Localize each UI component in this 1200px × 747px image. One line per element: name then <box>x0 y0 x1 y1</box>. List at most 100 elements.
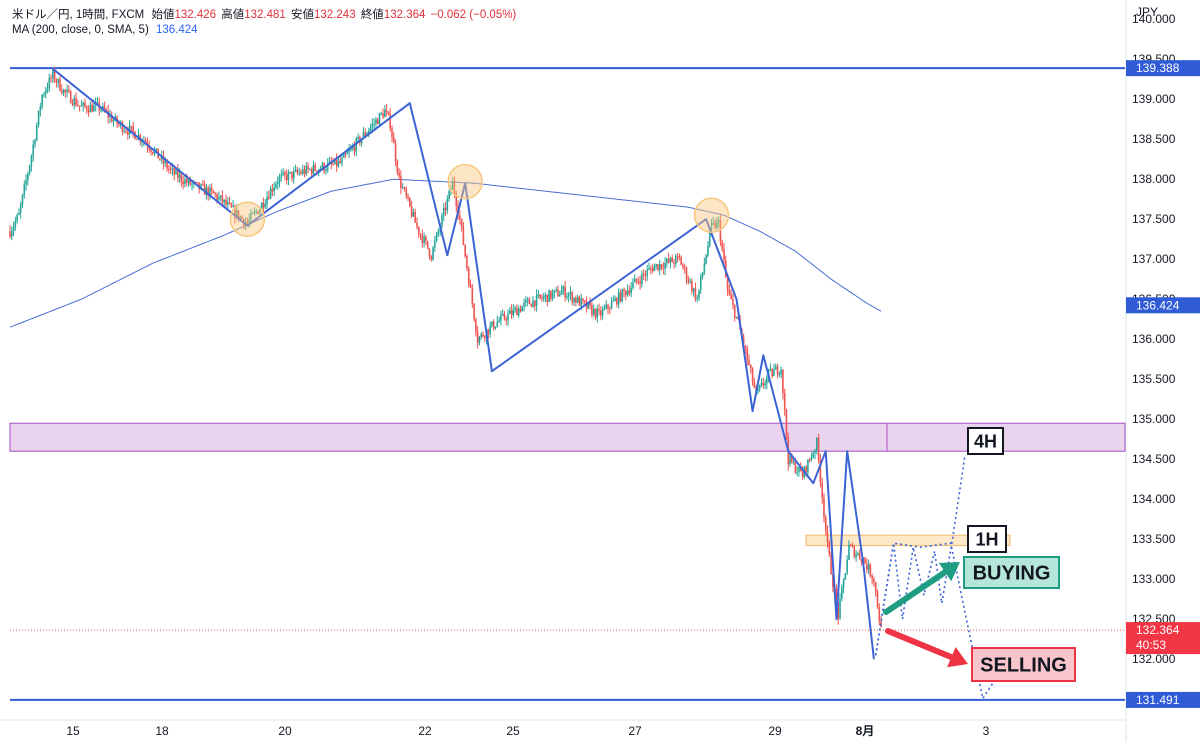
level-price-label: 139.388 <box>1136 61 1180 75</box>
candle-body <box>421 234 424 244</box>
candle-body <box>375 119 377 124</box>
candle-body <box>189 179 192 185</box>
candle-body <box>378 113 381 125</box>
candle-body <box>334 158 336 164</box>
candle-body <box>176 169 179 178</box>
candle-body <box>871 576 873 580</box>
candle-body <box>135 139 138 141</box>
zone-4h[interactable] <box>9 422 1126 452</box>
candle-body <box>184 179 186 185</box>
open-value: 132.426 <box>174 9 217 21</box>
ohlc-header: 米ドル／円, 1時間, FXCM 始値132.426 高値132.481 安値1… <box>12 6 516 22</box>
candle-body <box>769 368 772 371</box>
candle-body <box>673 262 675 264</box>
candle-body <box>64 89 67 92</box>
candle-body <box>826 530 829 543</box>
candle-body <box>596 309 599 318</box>
candle-body <box>794 461 797 473</box>
high-value: 132.481 <box>244 9 286 21</box>
candle-body <box>844 572 847 580</box>
candle-body <box>566 296 568 298</box>
marked-point-circle[interactable] <box>447 163 483 200</box>
candle-body <box>744 346 747 349</box>
candle-body <box>27 173 29 181</box>
candle-body <box>168 168 170 170</box>
candle-body <box>514 307 516 310</box>
candle-body <box>400 176 402 188</box>
candle-body <box>326 163 329 170</box>
candle-body <box>143 140 145 142</box>
buying-arrow[interactable] <box>883 569 949 615</box>
candle-body <box>564 286 566 298</box>
selling-arrow[interactable] <box>885 628 955 661</box>
buying-arrow-head <box>938 562 960 582</box>
marked-point-circle[interactable] <box>229 201 266 237</box>
candle-body <box>771 368 773 377</box>
candle-body <box>309 169 311 171</box>
annotation-buying-label: BUYING <box>973 563 1051 585</box>
candle-body <box>232 206 234 208</box>
level-price-tag <box>1126 691 1200 708</box>
candle-body <box>216 193 218 200</box>
candle-body <box>842 579 845 588</box>
candle-body <box>628 290 631 294</box>
candle-body <box>14 221 17 227</box>
candle-body <box>82 102 84 106</box>
swing-zigzag-line[interactable] <box>52 68 875 660</box>
candle-body <box>37 110 40 126</box>
candle-body <box>289 171 292 173</box>
candle-body <box>271 188 274 192</box>
candle-body <box>639 281 641 284</box>
candle-body <box>223 199 225 203</box>
candle-body <box>816 437 818 451</box>
candle-body <box>62 89 65 94</box>
candle-body <box>139 134 142 142</box>
candle-body <box>180 174 183 182</box>
zone-1h[interactable] <box>805 534 1011 547</box>
candle-body <box>621 289 624 302</box>
scenario-sell-path[interactable] <box>874 542 1002 701</box>
candle-body <box>537 294 540 296</box>
candle-body <box>676 256 679 258</box>
candle-body <box>576 296 579 303</box>
candle-body <box>678 256 681 258</box>
candle-body <box>484 336 486 339</box>
candle-body <box>152 151 154 154</box>
candle-body <box>307 165 309 170</box>
candle-body <box>253 211 256 213</box>
candle-body <box>542 296 545 299</box>
candle-body <box>73 98 76 105</box>
candle-body <box>237 210 240 220</box>
candle-body <box>716 221 718 228</box>
candle-body <box>644 274 647 276</box>
candle-body <box>389 114 392 129</box>
candle-body <box>80 105 83 107</box>
current-price-tag <box>1126 622 1200 655</box>
time-axis[interactable]: 15 18 20 22 25 27 29 8月 3 <box>0 719 1125 738</box>
candle-body <box>316 170 318 173</box>
marked-point-circle[interactable] <box>693 197 730 233</box>
candle-body <box>298 172 300 174</box>
candle-body <box>382 113 384 118</box>
candle-body <box>66 90 68 92</box>
candle-body <box>210 187 213 191</box>
candle-body <box>71 103 74 105</box>
candle-body <box>296 169 299 173</box>
candle-body <box>867 564 870 570</box>
candle-body <box>492 321 495 329</box>
candles[interactable] <box>9 66 882 628</box>
candle-body <box>385 109 388 112</box>
candle-body <box>234 206 236 218</box>
candle-body <box>753 382 756 388</box>
candle-body <box>623 289 625 292</box>
candle-body <box>582 298 584 301</box>
candle-body <box>712 222 715 224</box>
ma-200-line[interactable] <box>9 178 882 328</box>
candle-body <box>396 161 399 173</box>
price-tick-label: 134.000 <box>1132 492 1176 506</box>
candle-body <box>225 199 227 205</box>
candle-body <box>698 289 700 299</box>
candle-body <box>310 169 313 174</box>
scenario-buy-path[interactable] <box>874 455 966 656</box>
